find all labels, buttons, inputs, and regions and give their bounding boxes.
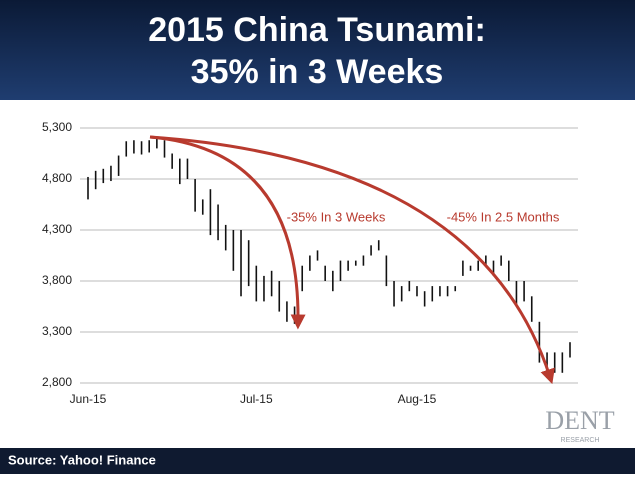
x-tick-label: Aug-15: [398, 392, 437, 406]
footer: [0, 448, 635, 474]
title-line: 2015 China Tsunami:: [148, 11, 486, 49]
x-tick-label: Jun-15: [70, 392, 107, 406]
logo: RESEARCH: [561, 437, 600, 444]
y-tick-label: 3,300: [42, 324, 72, 338]
logo: DENT: [545, 406, 614, 435]
y-tick-label: 3,800: [42, 273, 72, 287]
annotation: -45% In 2.5 Months: [447, 209, 560, 224]
annotation: -35% In 3 Weeks: [287, 209, 386, 224]
arrow: [149, 135, 306, 330]
banner: [0, 0, 635, 100]
y-tick-label: 5,300: [42, 120, 72, 134]
y-tick-label: 2,800: [42, 375, 72, 389]
y-tick-label: 4,800: [42, 171, 72, 185]
y-tick-label: 4,300: [42, 222, 72, 236]
arrow: [149, 135, 555, 385]
x-tick-label: Jul-15: [240, 392, 273, 406]
title-line: 35% in 3 Weeks: [191, 53, 444, 91]
source: Source: Yahoo! Finance: [8, 452, 156, 467]
